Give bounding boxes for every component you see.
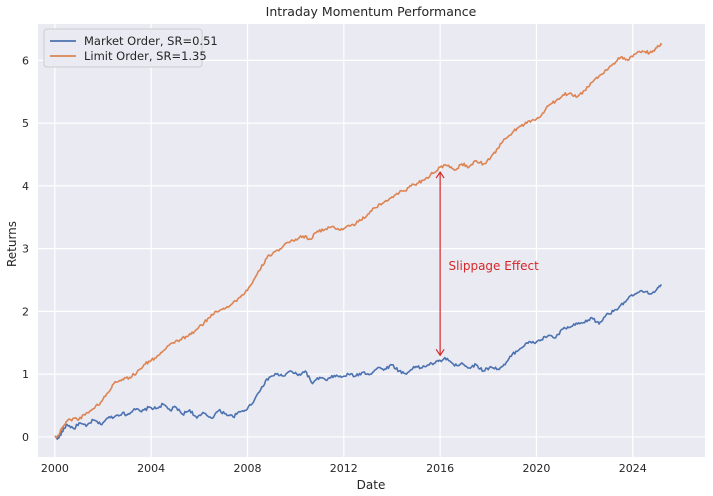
y-axis-label: Returns xyxy=(5,221,19,267)
arrow-head-up xyxy=(435,171,445,179)
x-tick-label: 2000 xyxy=(41,462,69,475)
x-tick-label: 2020 xyxy=(522,462,550,475)
y-tick-label: 1 xyxy=(22,368,29,381)
y-tick-label: 6 xyxy=(22,54,29,67)
chart-title: Intraday Momentum Performance xyxy=(266,4,477,19)
y-tick-label: 5 xyxy=(22,117,29,130)
x-tick-label: 2012 xyxy=(330,462,358,475)
x-tick-label: 2016 xyxy=(426,462,454,475)
y-tick-label: 2 xyxy=(22,305,29,318)
legend-entry: Limit Order, SR=1.35 xyxy=(84,49,207,63)
x-tick-label: 2004 xyxy=(137,462,165,475)
x-tick-label: 2024 xyxy=(619,462,647,475)
x-tick-label: 2008 xyxy=(233,462,261,475)
series-line-market-order xyxy=(54,284,662,441)
tick-labels: 2000 2004 2008 2012 2016 2020 2024 0 1 2 3 4 5 6 xyxy=(22,54,647,475)
legend-box xyxy=(43,28,203,68)
y-tick-label: 0 xyxy=(22,431,29,444)
x-axis-label: Date xyxy=(357,478,386,492)
plot-area xyxy=(38,24,705,457)
legend-entry: Market Order, SR=0.51 xyxy=(84,34,218,48)
series-line-limit-order xyxy=(54,42,663,439)
annotation-label: Slippage Effect xyxy=(449,259,540,273)
y-tick-label: 3 xyxy=(22,243,29,256)
arrow-head-down xyxy=(435,349,445,357)
grid xyxy=(38,24,705,457)
annotation: Slippage Effect xyxy=(435,171,540,357)
y-tick-label: 4 xyxy=(22,180,29,193)
series-layer xyxy=(54,42,663,441)
